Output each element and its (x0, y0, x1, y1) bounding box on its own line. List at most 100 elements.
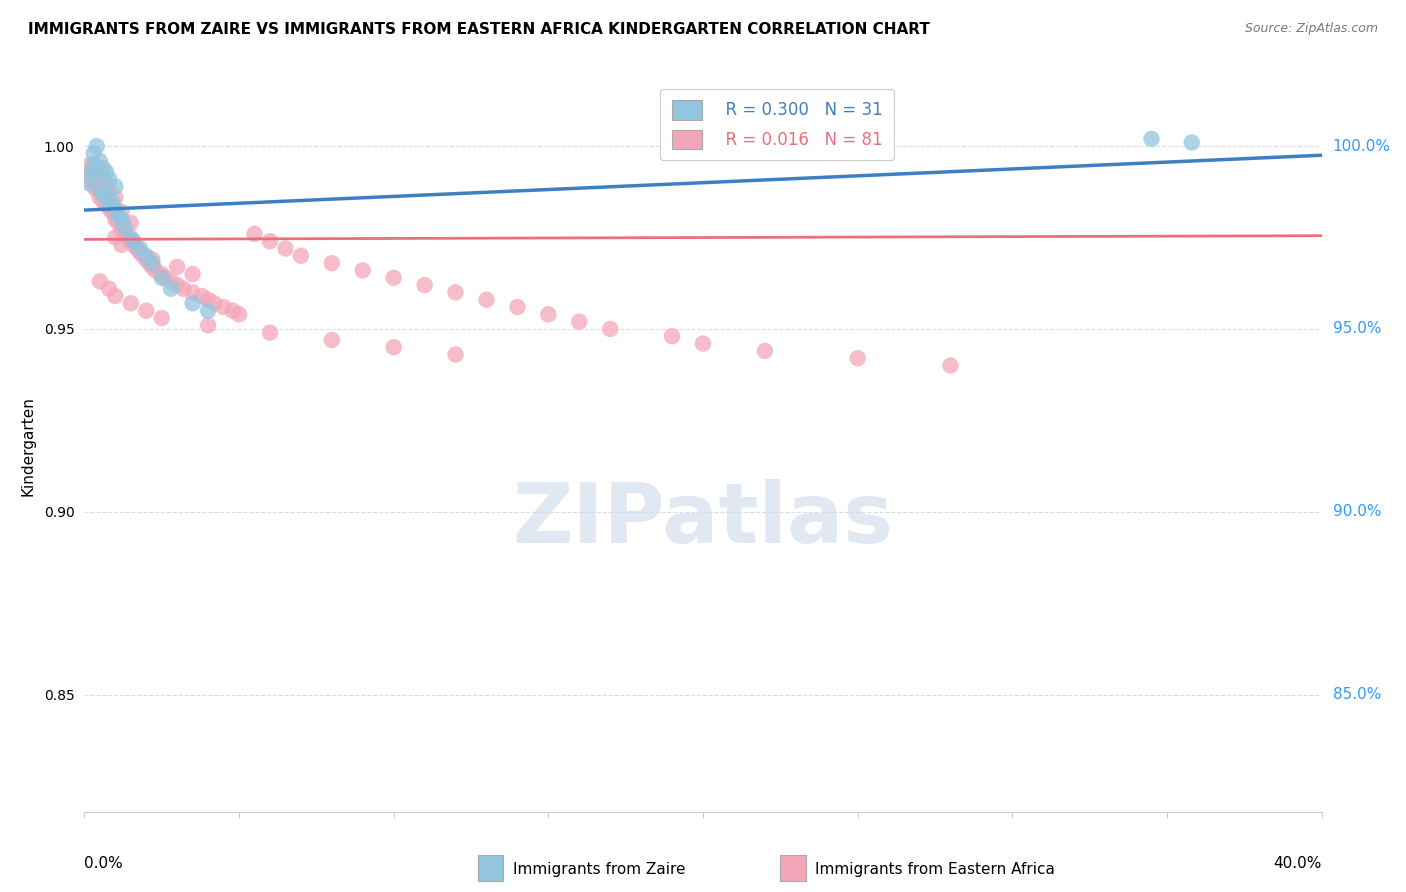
Point (475, 293, 498, 307)
Point (98, 197, 121, 211)
Point (661, 329, 683, 343)
Point (1181, 136, 1204, 150)
Point (135, 303, 157, 318)
Point (89, 176, 111, 190)
Point (197, 303, 219, 318)
Point (120, 230, 142, 244)
Text: 100.0%: 100.0% (1333, 138, 1391, 153)
Text: ZIPatlas: ZIPatlas (513, 479, 893, 559)
Point (104, 201, 127, 215)
Point (181, 296, 204, 310)
Point (172, 282, 194, 296)
Point (101, 194, 124, 208)
Point (352, 263, 374, 277)
Point (129, 245, 152, 260)
Point (94, 190, 117, 204)
Point (122, 237, 145, 252)
Point (94, 197, 117, 211)
Point (83, 179, 105, 194)
Point (321, 256, 343, 270)
Point (141, 252, 163, 267)
Point (846, 351, 869, 366)
Point (537, 307, 560, 321)
Text: 90.0%: 90.0% (1333, 504, 1381, 519)
Point (1140, 132, 1163, 146)
Point (228, 307, 250, 321)
Point (166, 278, 188, 293)
Point (120, 216, 142, 230)
Point (83, 157, 105, 171)
Point (79, 172, 101, 186)
Point (104, 190, 127, 204)
Point (79, 157, 101, 171)
Point (150, 267, 173, 281)
Point (599, 322, 621, 336)
Y-axis label: Kindergarten: Kindergarten (21, 396, 35, 496)
Point (98, 282, 121, 296)
Point (101, 205, 124, 219)
Point (692, 336, 714, 351)
Point (83, 161, 105, 175)
Point (89, 274, 111, 288)
Legend:   R = 0.300   N = 31,   R = 0.016   N = 81: R = 0.300 N = 31, R = 0.016 N = 81 (659, 88, 894, 161)
Point (125, 242, 148, 256)
Point (197, 318, 219, 333)
Point (321, 333, 343, 347)
Text: IMMIGRANTS FROM ZAIRE VS IMMIGRANTS FROM EASTERN AFRICA KINDERGARTEN CORRELATION: IMMIGRANTS FROM ZAIRE VS IMMIGRANTS FROM… (28, 22, 929, 37)
Point (114, 219, 136, 234)
Point (135, 249, 157, 263)
Point (114, 227, 136, 241)
Point (197, 293, 219, 307)
Point (444, 285, 467, 300)
Point (117, 230, 139, 244)
Point (91, 186, 114, 201)
Point (86, 183, 108, 197)
Point (181, 285, 204, 300)
Point (120, 296, 142, 310)
Point (104, 212, 127, 227)
Point (76, 169, 98, 183)
Point (129, 245, 152, 260)
Point (110, 237, 132, 252)
Point (382, 270, 405, 285)
Point (98, 201, 121, 215)
Point (145, 263, 167, 277)
Point (110, 212, 132, 227)
Point (160, 282, 183, 296)
Text: Immigrants from Zaire: Immigrants from Zaire (513, 863, 686, 877)
Point (122, 234, 145, 248)
Point (104, 230, 127, 244)
Point (150, 270, 173, 285)
Text: Immigrants from Eastern Africa: Immigrants from Eastern Africa (815, 863, 1056, 877)
Point (191, 289, 214, 303)
Point (91, 161, 114, 175)
Point (166, 260, 188, 274)
Point (382, 340, 405, 354)
Point (135, 252, 157, 267)
Point (212, 300, 235, 314)
Point (89, 190, 111, 204)
Point (129, 242, 152, 256)
Point (86, 169, 108, 183)
Point (290, 249, 312, 263)
Point (444, 347, 467, 361)
Point (91, 172, 114, 186)
Point (259, 234, 281, 248)
Point (138, 256, 160, 270)
Point (98, 172, 121, 186)
Point (89, 153, 111, 168)
Point (79, 164, 101, 178)
Point (86, 164, 108, 178)
Point (160, 274, 183, 288)
Point (98, 183, 121, 197)
Point (181, 267, 204, 281)
Point (110, 223, 132, 237)
Point (120, 234, 142, 248)
Point (259, 326, 281, 340)
Point (141, 260, 163, 274)
Point (150, 311, 173, 326)
Point (104, 179, 127, 194)
Point (107, 209, 129, 223)
Point (939, 359, 962, 373)
Text: Source: ZipAtlas.com: Source: ZipAtlas.com (1244, 22, 1378, 36)
